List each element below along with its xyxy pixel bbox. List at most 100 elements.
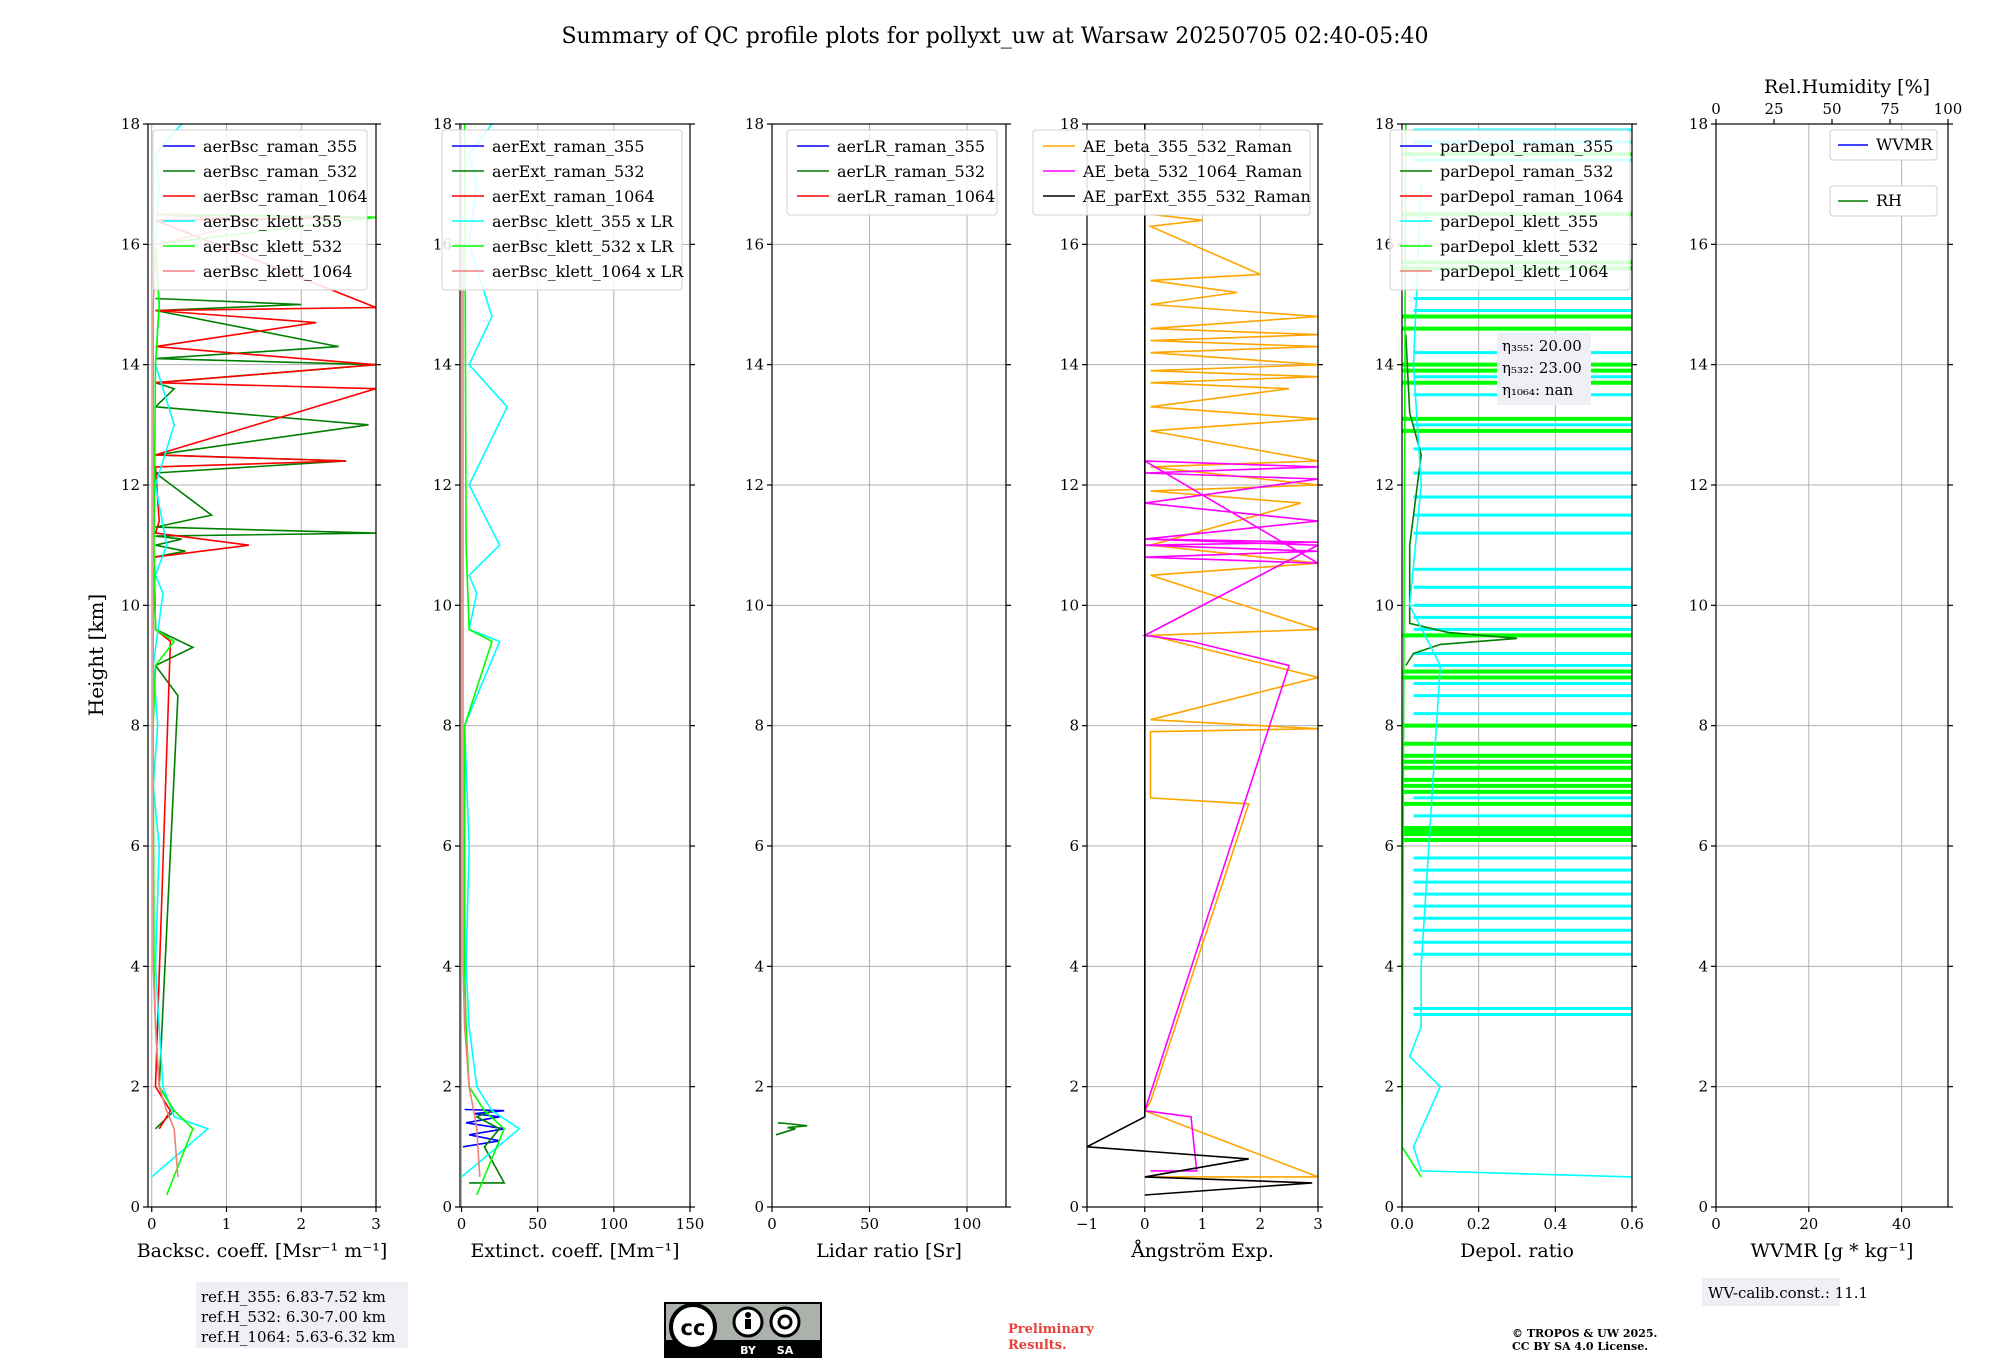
- x-tick-label: 50: [528, 1215, 547, 1233]
- ref-height-1064: ref.H_1064: 5.63-6.32 km: [201, 1328, 395, 1346]
- x-tick-label: 150: [676, 1215, 705, 1233]
- y-tick-label: 2: [754, 1078, 764, 1096]
- x-tick-label: 0.4: [1543, 1215, 1567, 1233]
- y-tick-label: 4: [1698, 957, 1708, 975]
- legend-box: [152, 129, 368, 291]
- copyright-line1: © TROPOS & UW 2025.: [1512, 1327, 1657, 1340]
- cc-icon: [669, 1303, 717, 1351]
- x-axis-label: Extinct. coeff. [Mm⁻¹]: [470, 1240, 679, 1262]
- y-tick-label: 6: [754, 837, 764, 855]
- top-x-tick-label: 75: [1880, 100, 1899, 118]
- y-tick-label: 4: [1069, 957, 1079, 975]
- y-tick-label: 18: [745, 115, 764, 133]
- legend-entry: aerBsc_klett_532: [203, 237, 342, 256]
- axes-frame: [771, 123, 1007, 1208]
- legend-entry: aerBsc_klett_1064: [203, 262, 352, 281]
- y-tick-label: 10: [433, 596, 452, 614]
- panel-lidar_ratio: 0 2 4 6 8 10 12 14 16 18 0 50 100 Lidar ratio [Sr] aer…: [745, 115, 1011, 1262]
- y-tick-label: 8: [130, 717, 140, 735]
- x-tick-label: 50: [860, 1215, 879, 1233]
- x-tick-label: −1: [1076, 1215, 1098, 1233]
- legend-entry: aerBsc_klett_1064 x LR: [492, 262, 684, 281]
- y-tick-label: 10: [1375, 596, 1394, 614]
- y-tick-label: 10: [745, 596, 764, 614]
- y-tick-label: 6: [1384, 837, 1394, 855]
- legend-entry: parDepol_klett_1064: [1440, 262, 1609, 281]
- y-tick-label: 12: [121, 476, 140, 494]
- y-tick-label: 12: [1375, 476, 1394, 494]
- legend-entry: WVMR: [1876, 135, 1933, 154]
- axes-frame: [1401, 123, 1633, 1208]
- sa-text: SA: [777, 1344, 794, 1357]
- y-tick-label: 14: [1060, 356, 1079, 374]
- by-text: BY: [740, 1344, 757, 1357]
- preliminary-line1: Preliminary: [1008, 1322, 1094, 1337]
- x-tick-label: 2: [296, 1215, 306, 1233]
- legend-entry: AE_parExt_355_532_Raman: [1082, 187, 1311, 206]
- panel-extinction: 024681012141618050100150Extinct. coeff. …: [433, 115, 704, 1262]
- y-tick-label: 6: [442, 837, 452, 855]
- y-tick-label: 16: [121, 235, 140, 253]
- y-tick-label: 12: [1689, 476, 1708, 494]
- x-tick-label: 100: [600, 1215, 629, 1233]
- y-tick-label: 14: [1689, 356, 1708, 374]
- x-tick-label: 0.6: [1620, 1215, 1644, 1233]
- top-x-axis-label: Rel.Humidity [%]: [1764, 76, 1930, 98]
- eta-355: η₃₅₅: 20.00: [1502, 337, 1582, 355]
- x-axis-label: Backsc. coeff. [Msr⁻¹ m⁻¹]: [137, 1240, 388, 1262]
- x-tick-label: 40: [1892, 1215, 1911, 1233]
- y-tick-label: 8: [1384, 717, 1394, 735]
- legend-box: [1829, 185, 1938, 217]
- y-tick-label: 4: [442, 957, 452, 975]
- y-tick-label: 2: [130, 1078, 140, 1096]
- legend-entry: aerExt_raman_1064: [492, 187, 655, 206]
- x-tick-label: 0: [767, 1215, 777, 1233]
- x-tick-label: 1: [222, 1215, 232, 1233]
- series-AE_parExt_355_532_Raman: [1087, 124, 1313, 1196]
- y-tick-label: 10: [1060, 596, 1079, 614]
- legend-entry: aerLR_raman_355: [837, 137, 985, 156]
- x-tick-label: 0: [1140, 1215, 1150, 1233]
- y-tick-label: 0: [130, 1198, 140, 1216]
- wv-calib-box: [1702, 1278, 1840, 1306]
- x-tick-label: 3: [1313, 1215, 1323, 1233]
- x-tick-label: 0: [1711, 1215, 1721, 1233]
- legend-box: [1829, 129, 1938, 161]
- y-tick-label: 8: [754, 717, 764, 735]
- y-tick-label: 0: [1384, 1198, 1394, 1216]
- y-tick-label: 0: [754, 1198, 764, 1216]
- x-axis-label: Lidar ratio [Sr]: [816, 1240, 962, 1262]
- y-tick-label: 2: [1698, 1078, 1708, 1096]
- legend-entry: aerBsc_raman_355: [203, 137, 357, 156]
- y-tick-label: 6: [130, 837, 140, 855]
- x-axis-label: WVMR [g * kg⁻¹]: [1751, 1240, 1914, 1262]
- eta-532: η₅₃₂: 23.00: [1502, 359, 1582, 377]
- eta-1064: η₁₀₆₄: nan: [1502, 381, 1573, 399]
- wv-calib-text: WV-calib.const.: 11.1: [1708, 1284, 1868, 1302]
- legend-entry: aerBsc_raman_1064: [203, 187, 368, 206]
- legend-box: [1032, 129, 1311, 216]
- series-aerBsc_klett_1064 x LR: [462, 244, 481, 1177]
- y-tick-label: 2: [1069, 1078, 1079, 1096]
- legend-entry: aerLR_raman_1064: [837, 187, 995, 206]
- figure-title: Summary of QC profile plots for pollyxt_…: [561, 24, 1428, 49]
- y-tick-label: 4: [130, 957, 140, 975]
- y-tick-label: 16: [1060, 235, 1079, 253]
- y-tick-label: 4: [1384, 957, 1394, 975]
- y-tick-label: 14: [121, 356, 140, 374]
- y-tick-label: 10: [121, 596, 140, 614]
- x-tick-label: 0.2: [1467, 1215, 1491, 1233]
- legend-box: [441, 129, 683, 291]
- copyright-line2: CC BY SA 4.0 License.: [1512, 1340, 1648, 1353]
- y-tick-label: 16: [745, 235, 764, 253]
- y-tick-label: 10: [1689, 596, 1708, 614]
- legend-entry: aerBsc_klett_532 x LR: [492, 237, 674, 256]
- y-tick-label: 8: [1698, 717, 1708, 735]
- y-tick-label: 0: [1698, 1198, 1708, 1216]
- legend-entry: parDepol_raman_532: [1440, 162, 1613, 181]
- legend-entry: aerBsc_klett_355: [203, 212, 342, 231]
- y-tick-label: 16: [1689, 235, 1708, 253]
- legend-entry: aerExt_raman_532: [492, 162, 645, 181]
